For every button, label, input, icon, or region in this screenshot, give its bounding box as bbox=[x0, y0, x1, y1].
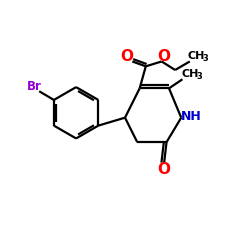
Text: O: O bbox=[158, 162, 170, 176]
Text: 3: 3 bbox=[196, 72, 202, 81]
Text: Br: Br bbox=[27, 80, 42, 93]
Text: O: O bbox=[157, 48, 170, 64]
Text: O: O bbox=[120, 49, 134, 64]
Text: CH: CH bbox=[188, 51, 205, 61]
Text: 3: 3 bbox=[202, 54, 208, 63]
Text: NH: NH bbox=[181, 110, 202, 123]
Text: CH: CH bbox=[182, 69, 199, 79]
